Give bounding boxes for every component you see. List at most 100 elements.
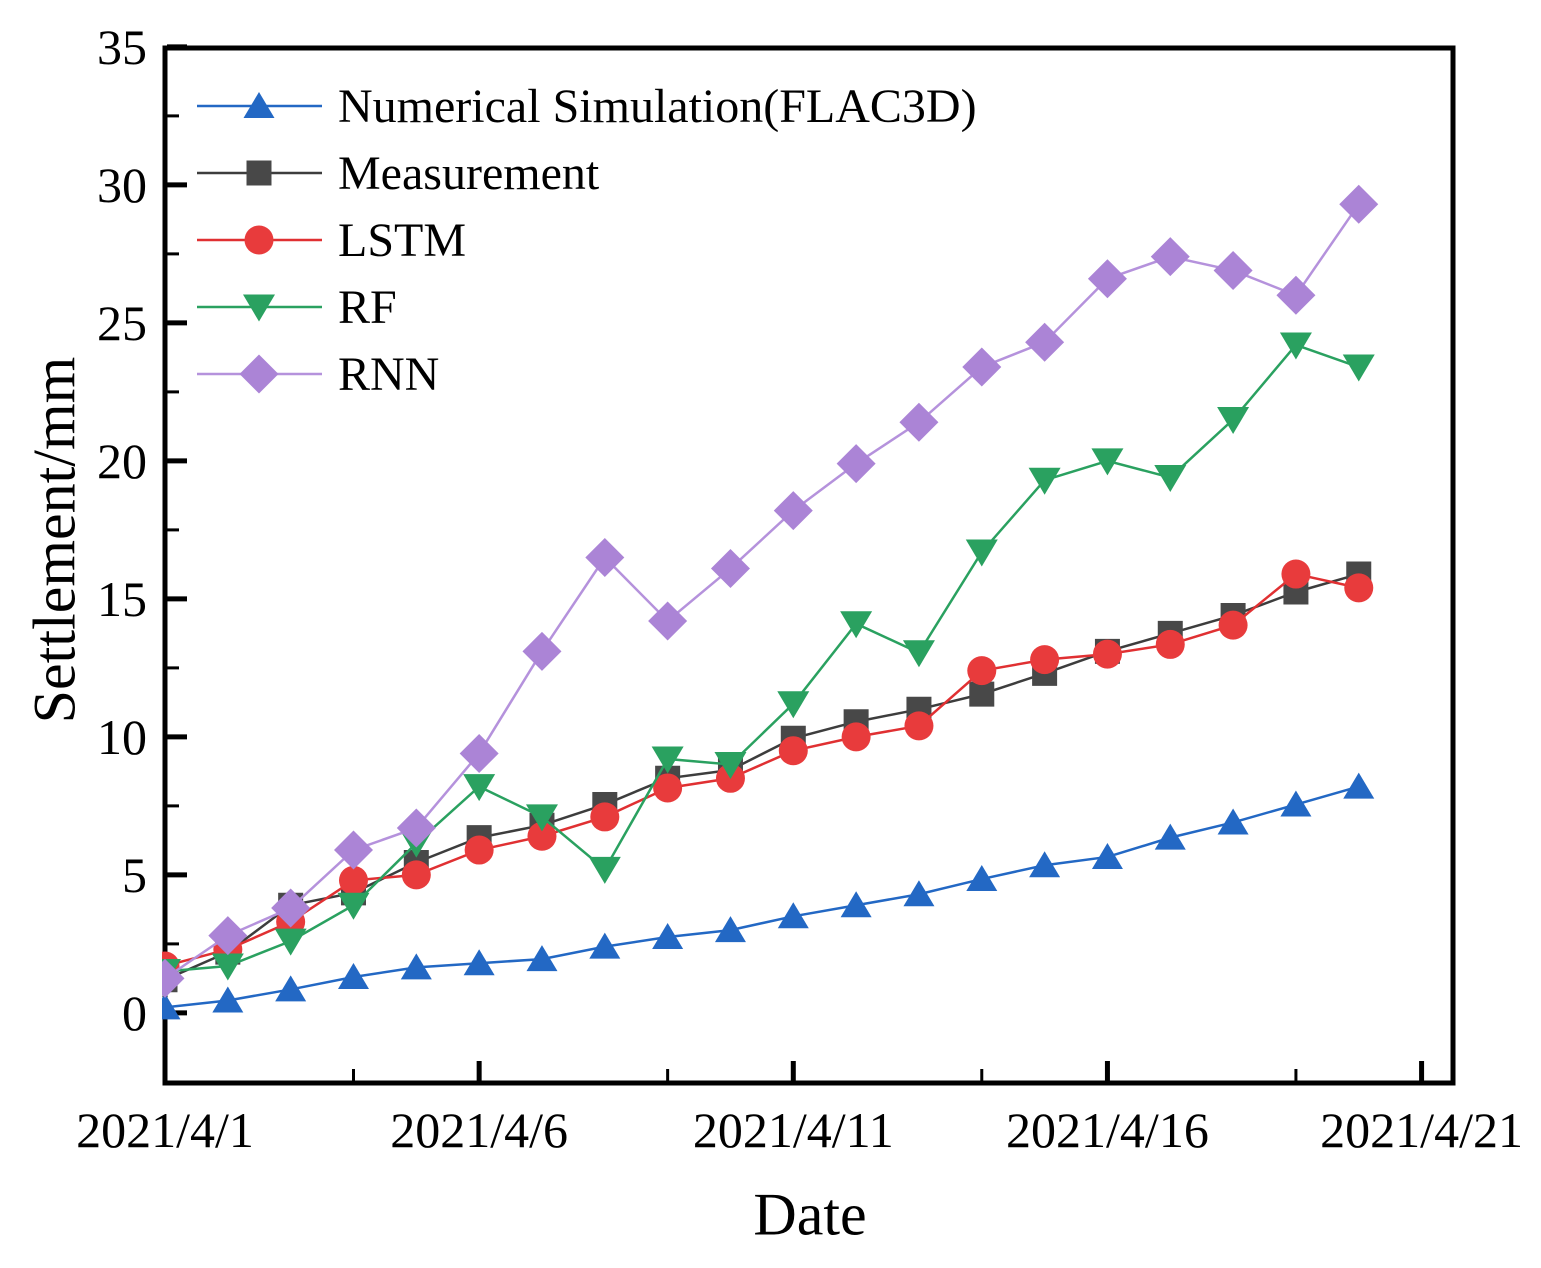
triangle-up-marker	[714, 916, 746, 943]
legend-item-numerical-simulation-flac3d-: Numerical Simulation(FLAC3D)	[197, 80, 977, 133]
triangle-down-marker	[1028, 467, 1061, 495]
triangle-down-legend-marker	[243, 294, 275, 322]
legend-item-rnn: RNN	[197, 348, 439, 401]
circle-marker	[1344, 573, 1374, 603]
triangle-up-marker	[1343, 772, 1375, 799]
x-tick-label: 2021/4/16	[1006, 1102, 1209, 1158]
triangle-down-marker	[714, 751, 747, 779]
triangle-up-marker	[840, 891, 872, 918]
circle-legend-marker	[244, 225, 274, 255]
triangle-down-marker	[337, 892, 370, 920]
x-axis-title: Date	[753, 1181, 867, 1248]
legend-label: RF	[338, 281, 397, 334]
diamond-marker	[1213, 250, 1253, 290]
triangle-up-marker	[1091, 842, 1123, 869]
diamond-marker	[899, 402, 939, 442]
circle-marker	[1281, 559, 1311, 589]
axes-frame	[162, 45, 1456, 1086]
y-tick-label: 30	[97, 157, 147, 213]
circle-marker	[464, 835, 494, 865]
y-tick-label: 35	[97, 19, 147, 75]
diamond-marker	[522, 631, 562, 671]
diamond-marker	[1025, 322, 1065, 362]
x-tick-label: 2021/4/6	[390, 1102, 568, 1158]
y-tick-label: 0	[122, 985, 147, 1041]
triangle-down-marker	[965, 539, 998, 567]
triangle-up-marker	[777, 902, 809, 929]
x-tick-label: 2021/4/21	[1320, 1102, 1523, 1158]
triangle-up-marker	[1217, 808, 1249, 835]
circle-marker	[653, 773, 683, 803]
diamond-marker	[208, 916, 248, 956]
circle-marker	[1092, 639, 1122, 669]
triangle-up-marker	[463, 949, 495, 976]
triangle-down-marker	[211, 953, 244, 981]
triangle-up-marker	[1029, 851, 1061, 878]
circle-marker	[338, 865, 368, 895]
series-rf	[162, 332, 1375, 986]
diamond-legend-marker	[239, 354, 279, 394]
diamond-marker	[773, 491, 813, 531]
series-rnn	[162, 184, 1379, 998]
y-tick-label: 20	[97, 433, 147, 489]
legend-label: RNN	[338, 348, 439, 401]
triangle-down-marker	[1154, 464, 1187, 492]
diamond-marker	[1087, 259, 1127, 299]
legend-label: LSTM	[338, 214, 466, 267]
diamond-marker	[333, 830, 373, 870]
triangle-up-marker	[589, 932, 621, 959]
circle-marker	[1030, 645, 1060, 675]
legend-label: Numerical Simulation(FLAC3D)	[338, 80, 977, 133]
diamond-marker	[710, 549, 750, 589]
triangle-down-marker	[1091, 448, 1124, 476]
triangle-down-marker	[588, 856, 621, 884]
triangle-down-marker	[463, 774, 496, 802]
y-tick-label: 25	[97, 295, 147, 351]
diamond-marker	[396, 808, 436, 848]
triangle-down-marker	[651, 746, 684, 774]
circle-marker	[904, 711, 934, 741]
series-layer	[162, 184, 1379, 1020]
diamond-marker	[1276, 275, 1316, 315]
diamond-marker	[962, 347, 1002, 387]
diamond-marker	[648, 601, 688, 641]
legend: Numerical Simulation(FLAC3D) Measurement L…	[197, 80, 977, 401]
y-tick-label: 15	[97, 571, 147, 627]
triangle-up-marker	[1154, 823, 1186, 850]
diamond-marker	[271, 888, 311, 928]
triangle-up-marker	[337, 963, 369, 990]
square-marker	[969, 681, 995, 707]
triangle-up-marker	[652, 922, 684, 949]
x-tick-label: 2021/4/11	[693, 1102, 894, 1158]
triangle-up-legend-marker	[243, 92, 275, 118]
series-measurement	[162, 561, 1372, 993]
circle-marker	[778, 736, 808, 766]
y-axis-title: Settlement/mm	[21, 356, 88, 724]
triangle-down-marker	[840, 611, 873, 639]
diamond-marker	[459, 733, 499, 773]
triangle-down-marker	[777, 691, 810, 719]
circle-marker	[967, 656, 997, 686]
diamond-marker	[162, 958, 185, 998]
triangle-down-marker	[1342, 354, 1375, 382]
legend-label: Measurement	[338, 147, 600, 200]
legend-item-lstm: LSTM	[197, 214, 466, 267]
diamond-marker	[1150, 237, 1190, 277]
circle-marker	[1155, 629, 1185, 659]
triangle-up-marker	[275, 975, 307, 1002]
triangle-down-marker	[274, 928, 307, 956]
y-tick-label: 10	[97, 709, 147, 765]
y-tick-label: 5	[122, 847, 147, 903]
diamond-marker	[1339, 184, 1379, 224]
circle-marker	[590, 802, 620, 832]
triangle-up-marker	[162, 993, 181, 1020]
triangle-up-marker	[400, 953, 432, 980]
legend-item-rf: RF	[197, 281, 397, 334]
triangle-up-marker	[526, 945, 558, 972]
diamond-marker	[836, 444, 876, 484]
triangle-up-marker	[966, 865, 998, 892]
legend-item-measurement: Measurement	[197, 147, 600, 200]
circle-marker	[841, 722, 871, 752]
